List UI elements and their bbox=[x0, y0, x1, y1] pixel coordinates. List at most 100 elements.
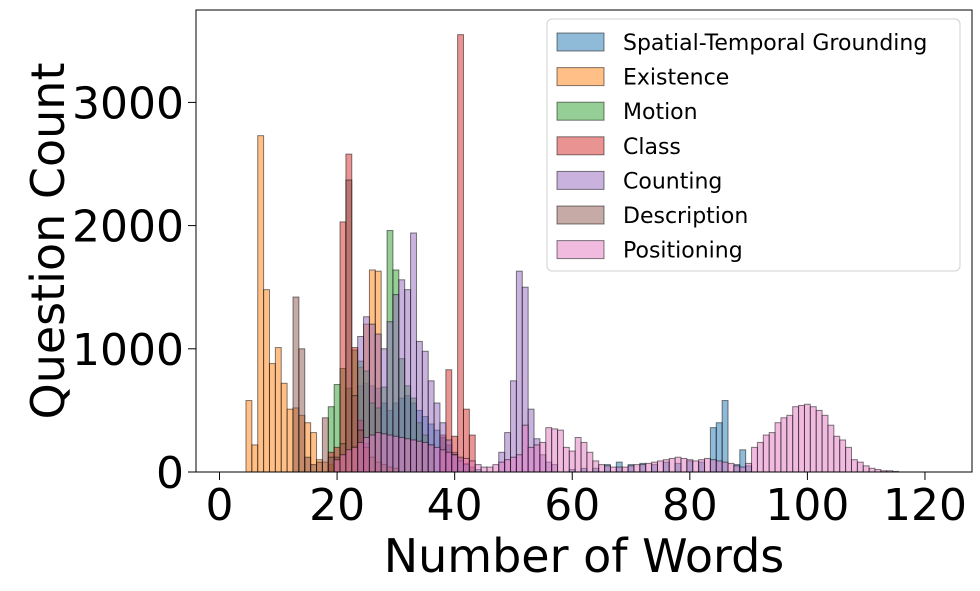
histogram-bar bbox=[751, 446, 758, 473]
histogram-bar bbox=[521, 424, 529, 473]
y-tick-label: 2000 bbox=[72, 202, 184, 253]
histogram-bar bbox=[627, 465, 635, 473]
histogram-bar bbox=[251, 444, 259, 473]
y-axis-ticks: 0 1000 2000 3000 bbox=[72, 78, 196, 499]
histogram-bar bbox=[386, 434, 394, 473]
histogram-bar bbox=[768, 432, 776, 473]
legend: Spatial-Temporal Grounding Existence Motio… bbox=[546, 18, 961, 272]
histogram-bar bbox=[410, 232, 417, 473]
histogram-bar bbox=[445, 451, 453, 473]
histogram-bar bbox=[515, 270, 523, 473]
series-7 bbox=[333, 403, 900, 473]
histogram-bar bbox=[357, 441, 365, 473]
histogram-bar bbox=[739, 466, 747, 473]
y-tick-label: 0 bbox=[156, 448, 184, 499]
histogram-bar bbox=[662, 459, 670, 473]
histogram-bar bbox=[339, 454, 347, 473]
histogram-bar bbox=[304, 456, 312, 473]
histogram-bar bbox=[727, 462, 735, 473]
histogram-bar bbox=[486, 466, 494, 473]
histogram-bar bbox=[803, 403, 811, 473]
histogram-bar bbox=[310, 464, 318, 473]
histogram-bar bbox=[621, 466, 629, 473]
legend-swatch bbox=[556, 170, 605, 190]
histogram-bar bbox=[698, 459, 706, 473]
histogram-bar bbox=[774, 422, 782, 473]
histogram-bar bbox=[457, 456, 464, 473]
x-tick-label: 120 bbox=[883, 480, 967, 531]
histogram-bar bbox=[651, 461, 658, 473]
histogram-bar bbox=[451, 454, 459, 473]
histogram-bar bbox=[439, 449, 447, 473]
histogram-bar bbox=[604, 465, 611, 473]
histogram-bar bbox=[351, 446, 359, 473]
histogram-bar bbox=[363, 437, 370, 473]
histogram-bar bbox=[462, 457, 470, 473]
x-tick-label: 20 bbox=[309, 480, 365, 531]
histogram-bar bbox=[809, 406, 817, 473]
histogram-bar bbox=[539, 441, 547, 473]
histogram-bar bbox=[615, 466, 623, 473]
legend-label: Motion bbox=[623, 100, 698, 125]
histogram-bar bbox=[674, 456, 682, 473]
histogram-bar bbox=[574, 437, 582, 473]
histogram-bar bbox=[733, 465, 741, 473]
legend-label: Counting bbox=[623, 169, 722, 194]
histogram-bar bbox=[656, 460, 664, 473]
legend-items: Spatial-Temporal Grounding Existence Motio… bbox=[556, 31, 927, 264]
x-axis-label: Number of Words bbox=[384, 529, 785, 583]
histogram-bar bbox=[398, 437, 406, 473]
histogram-bar bbox=[721, 461, 729, 473]
y-axis-label: Question Count bbox=[21, 63, 75, 420]
histogram-bar bbox=[327, 456, 335, 473]
x-tick-label: 40 bbox=[427, 480, 483, 531]
legend-label: Description bbox=[623, 204, 748, 229]
histogram-bar bbox=[380, 433, 388, 473]
histogram-bar bbox=[468, 460, 476, 473]
histogram-bar bbox=[762, 434, 770, 473]
histogram-bar bbox=[639, 464, 647, 473]
histogram-bar bbox=[368, 434, 376, 473]
histogram-bar bbox=[862, 465, 870, 473]
histogram-bar bbox=[345, 449, 353, 473]
histogram-bar bbox=[457, 34, 464, 473]
legend-swatch bbox=[556, 32, 605, 52]
histogram-bar bbox=[298, 348, 306, 473]
histogram-bar bbox=[692, 460, 700, 473]
histogram-bar bbox=[392, 435, 400, 473]
histogram-bar bbox=[433, 446, 441, 473]
histogram-bar bbox=[492, 464, 500, 473]
histogram-bar bbox=[245, 400, 253, 473]
histogram-bar bbox=[263, 289, 270, 473]
histogram-bar bbox=[815, 409, 823, 473]
histogram-bar bbox=[856, 461, 864, 473]
histogram-bar bbox=[668, 457, 676, 473]
histogram-bar bbox=[551, 428, 559, 473]
histogram-bar bbox=[833, 435, 841, 473]
histogram-bar bbox=[345, 179, 353, 473]
histogram-bar bbox=[780, 417, 788, 473]
histogram-bar bbox=[680, 457, 688, 473]
legend-label: Class bbox=[623, 135, 681, 160]
histogram-bar bbox=[374, 432, 382, 473]
histogram-bar bbox=[339, 221, 347, 473]
x-axis-ticks: 0 20 40 60 80 100 120 bbox=[206, 472, 967, 531]
histogram-bar bbox=[321, 417, 329, 473]
histogram-bar bbox=[786, 414, 794, 473]
histogram-bar bbox=[280, 382, 288, 473]
histogram-bar bbox=[421, 441, 429, 473]
y-tick-label: 3000 bbox=[72, 78, 184, 129]
histogram-bar bbox=[504, 459, 512, 473]
histogram-bar bbox=[562, 446, 570, 473]
histogram-bar bbox=[609, 466, 617, 473]
histogram-bar bbox=[274, 347, 282, 473]
histogram-bar bbox=[527, 446, 535, 473]
histogram-bar bbox=[415, 440, 423, 473]
legend-swatch bbox=[556, 240, 605, 260]
histogram-bar bbox=[704, 457, 711, 473]
histogram-bar bbox=[410, 439, 417, 473]
histogram-bar bbox=[316, 461, 323, 473]
histogram-bar bbox=[721, 400, 729, 473]
histogram-bar bbox=[592, 460, 600, 473]
